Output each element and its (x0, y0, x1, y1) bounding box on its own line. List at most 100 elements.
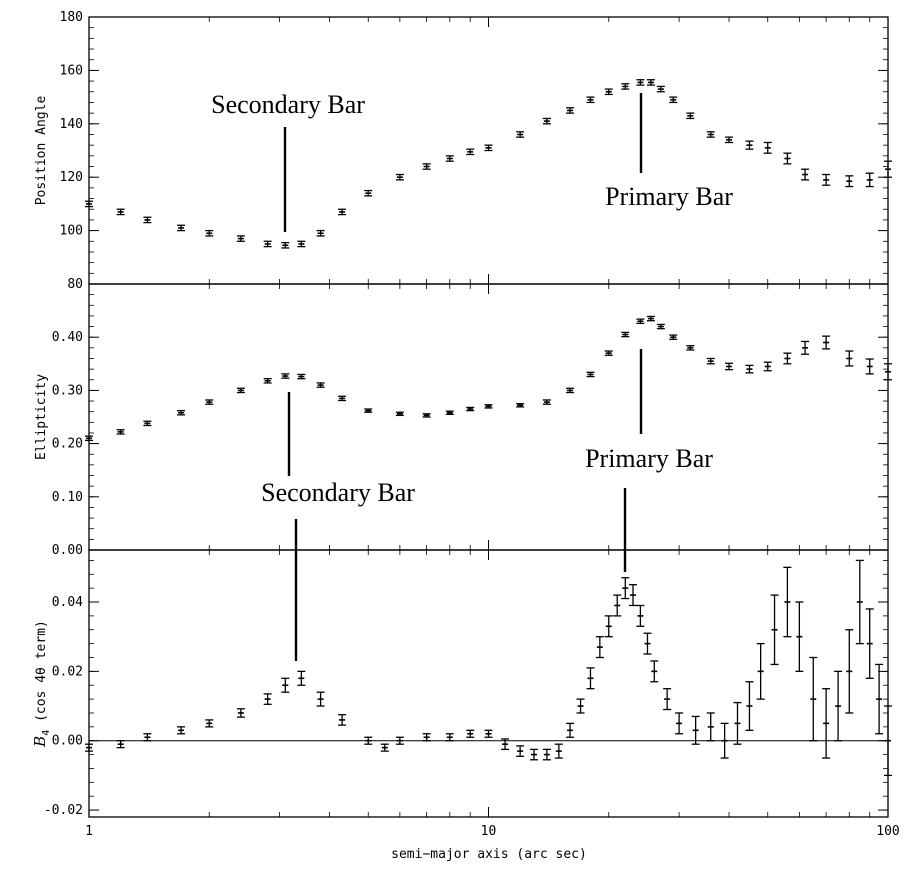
data-point (745, 681, 754, 731)
data-point (656, 85, 665, 93)
data-point (395, 736, 404, 745)
y-tick-label: 180 (60, 10, 83, 25)
data-point (586, 667, 595, 690)
data-point (422, 413, 431, 418)
data-point (338, 714, 347, 726)
data-point (445, 410, 454, 415)
data-point (795, 601, 804, 673)
data-point (801, 168, 810, 181)
data-point (706, 131, 715, 138)
data-point (865, 608, 874, 679)
y-tick-label: -0.02 (44, 803, 83, 818)
plot-frame (88, 549, 889, 818)
data-point (116, 740, 125, 749)
y-tick-label: 0.04 (52, 595, 83, 610)
data-point (484, 404, 493, 409)
data-point (783, 352, 792, 365)
data-point (629, 584, 638, 607)
data-point (756, 642, 765, 700)
data-point (316, 382, 325, 388)
data-point (445, 155, 454, 162)
data-point (516, 131, 525, 138)
data-point (364, 189, 373, 197)
y-tick-label: 0.00 (52, 543, 83, 558)
annotations: Secondary Bar Primary Bar Secondary Bar Pri… (211, 90, 733, 661)
y-tick-label: 0.30 (52, 383, 83, 398)
annotation-label: Primary Bar (605, 182, 733, 211)
data-point (822, 173, 831, 186)
x-tick-label: 10 (481, 824, 497, 839)
data-point (686, 345, 695, 351)
panel-ellipticity: 0.00 0.10 0.20 0.30 0.40 Ellipticity (34, 283, 892, 558)
data-point (566, 722, 575, 738)
data-point (177, 726, 186, 735)
panel-b4: -0.02 0.00 0.02 0.04 1 10 100 B4 (cos 4θ term) (31, 549, 900, 839)
data-point (445, 733, 454, 742)
y-axis-label: Position Angle (34, 96, 49, 206)
data-point (822, 688, 831, 759)
y-tick-label: 100 (60, 224, 83, 239)
data-point (205, 229, 214, 237)
annotation-label: Secondary Bar (261, 478, 415, 507)
data-point (466, 148, 475, 156)
data-point (316, 229, 325, 237)
data-point (706, 712, 715, 742)
data-point (733, 701, 742, 745)
data-point (484, 144, 493, 152)
data-point (706, 357, 715, 365)
data-point (855, 559, 864, 645)
data-point (576, 698, 585, 714)
data-point (281, 241, 290, 249)
y-tick-label: 140 (60, 117, 83, 132)
data-point (675, 712, 684, 735)
data-point (822, 335, 831, 350)
data-point (636, 79, 645, 86)
data-point (85, 200, 93, 208)
y-tick-label: 0.20 (52, 437, 83, 452)
x-axis-label: semi−major axis (arc sec) (391, 847, 587, 862)
data-point (725, 362, 734, 371)
data-point (636, 318, 645, 325)
data-point (884, 705, 892, 777)
y-tick-label: 0.02 (52, 664, 83, 679)
data-point (236, 708, 245, 718)
annotation-label: Secondary Bar (211, 90, 365, 119)
data-point (669, 334, 678, 340)
y-axis-label: Ellipticity (34, 374, 49, 460)
data-point (116, 429, 125, 435)
data-point (783, 566, 792, 638)
data-point (281, 373, 290, 379)
data-point (466, 729, 475, 738)
data-point (604, 88, 613, 96)
data-point (143, 420, 152, 427)
data-point (530, 748, 539, 761)
plot-frame (88, 283, 889, 551)
data-point (422, 163, 431, 170)
data-point (875, 663, 884, 735)
data-point (686, 112, 695, 120)
data-point (236, 387, 245, 394)
data-point (656, 323, 665, 330)
data-point (646, 315, 655, 322)
data-point (586, 371, 595, 378)
x-tick-label: 100 (876, 824, 899, 839)
data-point (604, 350, 613, 356)
data-point (809, 656, 818, 742)
data-point (595, 636, 604, 659)
data-point (621, 83, 630, 90)
data-point (380, 743, 389, 752)
y-tick-label: 0.10 (52, 490, 83, 505)
data-point (516, 403, 525, 408)
data-point (338, 395, 347, 402)
data-point (745, 140, 754, 150)
data-point (542, 117, 551, 125)
y-tick-label: 80 (67, 277, 83, 292)
data-point (263, 378, 272, 384)
data-point (263, 693, 272, 705)
data-point (801, 340, 810, 355)
data-point (484, 729, 493, 738)
data-point (338, 208, 347, 216)
data-point (297, 670, 306, 686)
data-point (586, 96, 595, 104)
data-point (316, 691, 325, 707)
